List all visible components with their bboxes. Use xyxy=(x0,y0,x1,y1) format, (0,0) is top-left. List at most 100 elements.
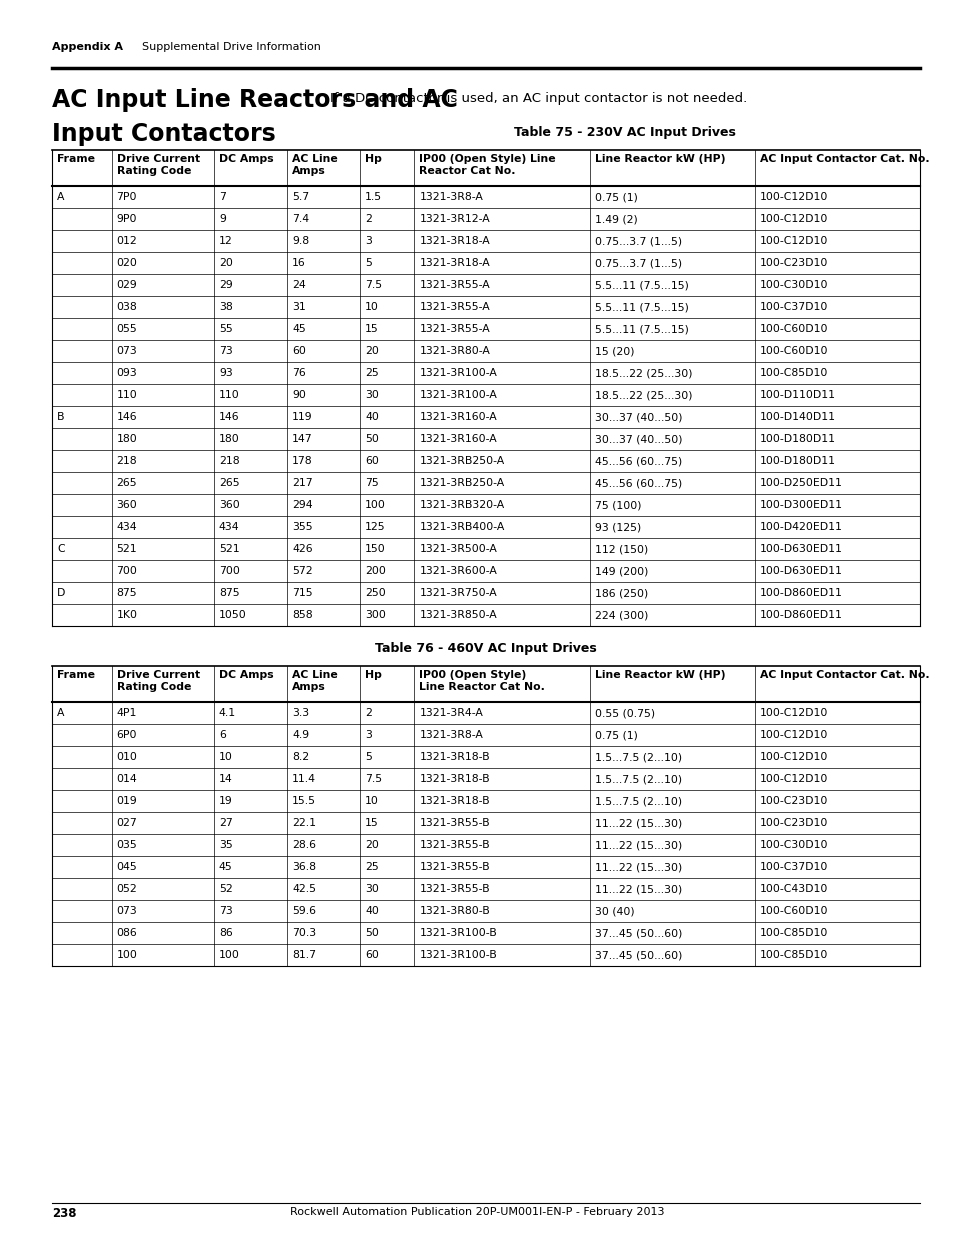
Text: 1321-3R18-A: 1321-3R18-A xyxy=(419,258,490,268)
Text: 100-D420ED11: 100-D420ED11 xyxy=(760,522,841,532)
Text: 100-C85D10: 100-C85D10 xyxy=(760,368,827,378)
Text: 5: 5 xyxy=(365,258,372,268)
Text: 178: 178 xyxy=(292,456,313,466)
Text: 42.5: 42.5 xyxy=(292,884,315,894)
Text: 1321-3R18-B: 1321-3R18-B xyxy=(419,797,490,806)
Text: 3.3: 3.3 xyxy=(292,708,309,718)
Text: 119: 119 xyxy=(292,412,313,422)
Text: 11...22 (15...30): 11...22 (15...30) xyxy=(595,862,681,872)
Text: 35: 35 xyxy=(218,840,233,850)
Text: 434: 434 xyxy=(218,522,239,532)
Text: 7P0: 7P0 xyxy=(116,191,137,203)
Text: Drive Current
Rating Code: Drive Current Rating Code xyxy=(116,154,199,175)
Text: 70.3: 70.3 xyxy=(292,927,315,939)
Text: 6P0: 6P0 xyxy=(116,730,137,740)
Text: 1.5: 1.5 xyxy=(365,191,382,203)
Text: 045: 045 xyxy=(116,862,137,872)
Text: 0.75 (1): 0.75 (1) xyxy=(595,191,638,203)
Text: 76: 76 xyxy=(292,368,306,378)
Text: 100-C12D10: 100-C12D10 xyxy=(760,191,827,203)
Text: 110: 110 xyxy=(218,390,239,400)
Text: 25: 25 xyxy=(365,368,378,378)
Text: 100-C12D10: 100-C12D10 xyxy=(760,774,827,784)
Text: 1321-3RB250-A: 1321-3RB250-A xyxy=(419,478,504,488)
Text: 1321-3R55-A: 1321-3R55-A xyxy=(419,324,490,333)
Text: 1321-3R55-A: 1321-3R55-A xyxy=(419,303,490,312)
Text: 020: 020 xyxy=(116,258,137,268)
Text: 355: 355 xyxy=(292,522,313,532)
Text: 10: 10 xyxy=(365,303,378,312)
Text: 30: 30 xyxy=(365,884,378,894)
Text: 100-C60D10: 100-C60D10 xyxy=(760,906,827,916)
Text: 100-C37D10: 100-C37D10 xyxy=(760,862,827,872)
Text: A: A xyxy=(57,708,65,718)
Text: 112 (150): 112 (150) xyxy=(595,543,647,555)
Text: 086: 086 xyxy=(116,927,137,939)
Text: 45...56 (60...75): 45...56 (60...75) xyxy=(595,478,681,488)
Text: 300: 300 xyxy=(365,610,386,620)
Text: 60: 60 xyxy=(365,950,378,960)
Text: 038: 038 xyxy=(116,303,137,312)
Text: 100-C85D10: 100-C85D10 xyxy=(760,950,827,960)
Text: 15: 15 xyxy=(365,324,378,333)
Text: 434: 434 xyxy=(116,522,137,532)
Text: 1321-3R160-A: 1321-3R160-A xyxy=(419,433,497,445)
Text: 37...45 (50...60): 37...45 (50...60) xyxy=(595,950,681,960)
Text: 1321-3R100-A: 1321-3R100-A xyxy=(419,390,497,400)
Text: 180: 180 xyxy=(218,433,239,445)
Text: 1321-3R55-B: 1321-3R55-B xyxy=(419,862,490,872)
Text: 18.5...22 (25...30): 18.5...22 (25...30) xyxy=(595,368,692,378)
Text: 1321-3RB250-A: 1321-3RB250-A xyxy=(419,456,504,466)
Text: 9P0: 9P0 xyxy=(116,214,137,224)
Text: 012: 012 xyxy=(116,236,137,246)
Text: 29: 29 xyxy=(218,280,233,290)
Text: 294: 294 xyxy=(292,500,313,510)
Text: 2: 2 xyxy=(365,708,372,718)
Text: 30: 30 xyxy=(365,390,378,400)
Text: 4P1: 4P1 xyxy=(116,708,137,718)
Text: 100-C12D10: 100-C12D10 xyxy=(760,752,827,762)
Text: 60: 60 xyxy=(292,346,306,356)
Text: 11...22 (15...30): 11...22 (15...30) xyxy=(595,884,681,894)
Text: DC Amps: DC Amps xyxy=(218,154,274,164)
Text: 147: 147 xyxy=(292,433,313,445)
Text: Table 75 - 230V AC Input Drives: Table 75 - 230V AC Input Drives xyxy=(514,126,735,140)
Text: 10: 10 xyxy=(365,797,378,806)
Text: 22.1: 22.1 xyxy=(292,818,315,827)
Text: 100-C30D10: 100-C30D10 xyxy=(760,280,827,290)
Text: 715: 715 xyxy=(292,588,313,598)
Text: 093: 093 xyxy=(116,368,137,378)
Text: 9.8: 9.8 xyxy=(292,236,309,246)
Text: 5.7: 5.7 xyxy=(292,191,309,203)
Text: 0.75 (1): 0.75 (1) xyxy=(595,730,638,740)
Text: 73: 73 xyxy=(218,346,233,356)
Text: 19: 19 xyxy=(218,797,233,806)
Text: 11...22 (15...30): 11...22 (15...30) xyxy=(595,818,681,827)
Text: 15.5: 15.5 xyxy=(292,797,315,806)
Text: 7.4: 7.4 xyxy=(292,214,309,224)
Text: AC Input Contactor Cat. No.: AC Input Contactor Cat. No. xyxy=(760,671,928,680)
Text: 50: 50 xyxy=(365,927,378,939)
Text: 100-C12D10: 100-C12D10 xyxy=(760,214,827,224)
Text: 93 (125): 93 (125) xyxy=(595,522,640,532)
Text: 100-D860ED11: 100-D860ED11 xyxy=(760,610,841,620)
Text: DC Amps: DC Amps xyxy=(218,671,274,680)
Text: 45: 45 xyxy=(292,324,306,333)
Text: 38: 38 xyxy=(218,303,233,312)
Text: 100-D140D11: 100-D140D11 xyxy=(760,412,835,422)
Text: Hp: Hp xyxy=(365,154,381,164)
Text: 200: 200 xyxy=(365,566,386,576)
Text: 1321-3RB400-A: 1321-3RB400-A xyxy=(419,522,504,532)
Text: 100-C12D10: 100-C12D10 xyxy=(760,708,827,718)
Text: AC Input Line Reactors and AC: AC Input Line Reactors and AC xyxy=(52,88,457,112)
Text: 100-C60D10: 100-C60D10 xyxy=(760,346,827,356)
Text: 7.5: 7.5 xyxy=(365,774,382,784)
Text: 055: 055 xyxy=(116,324,137,333)
Text: IP00 (Open Style)
Line Reactor Cat No.: IP00 (Open Style) Line Reactor Cat No. xyxy=(419,671,545,692)
Text: 1.49 (2): 1.49 (2) xyxy=(595,214,637,224)
Text: 100-C60D10: 100-C60D10 xyxy=(760,324,827,333)
Text: 1321-3R100-B: 1321-3R100-B xyxy=(419,950,497,960)
Text: 426: 426 xyxy=(292,543,313,555)
Text: 1321-3R55-B: 1321-3R55-B xyxy=(419,818,490,827)
Text: C: C xyxy=(57,543,65,555)
